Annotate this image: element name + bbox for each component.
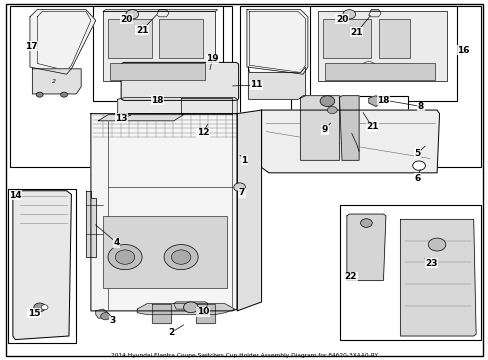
Polygon shape [237, 110, 261, 311]
Text: 6: 6 [414, 174, 420, 183]
Polygon shape [91, 114, 237, 311]
Polygon shape [96, 309, 108, 318]
Circle shape [41, 305, 48, 310]
Text: 12: 12 [196, 128, 209, 137]
Circle shape [126, 10, 139, 19]
Text: 21: 21 [350, 28, 362, 37]
Text: 8: 8 [417, 102, 423, 111]
Text: 22: 22 [344, 272, 356, 281]
Polygon shape [152, 304, 171, 323]
Polygon shape [32, 69, 81, 94]
Text: 2: 2 [168, 328, 174, 337]
Text: 1: 1 [241, 156, 247, 165]
Text: 11: 11 [250, 81, 263, 90]
Text: 2014 Hyundai Elantra Coupe Switches Cup Holder Assembly Diagram for 84620-3XAA0-: 2014 Hyundai Elantra Coupe Switches Cup … [111, 352, 377, 357]
Text: 9: 9 [321, 125, 327, 134]
Polygon shape [118, 98, 237, 114]
Polygon shape [86, 191, 96, 257]
Text: 19: 19 [205, 54, 218, 63]
Polygon shape [261, 110, 439, 173]
Polygon shape [137, 304, 234, 315]
Bar [159, 19, 203, 58]
Bar [110, 63, 205, 80]
Circle shape [115, 250, 135, 264]
Text: 18: 18 [151, 96, 163, 105]
Polygon shape [368, 96, 380, 107]
Circle shape [342, 10, 355, 19]
Circle shape [36, 92, 43, 97]
Text: 10: 10 [197, 307, 209, 316]
Text: 20: 20 [120, 15, 132, 24]
FancyBboxPatch shape [121, 62, 238, 100]
Text: 5: 5 [414, 149, 420, 158]
Polygon shape [157, 10, 168, 17]
Polygon shape [248, 67, 305, 99]
Text: 21: 21 [365, 122, 378, 131]
Circle shape [412, 161, 425, 170]
Polygon shape [195, 304, 215, 323]
Text: 7: 7 [238, 188, 245, 197]
Text: 23: 23 [424, 259, 437, 268]
Bar [239, 6, 480, 167]
Bar [339, 205, 480, 339]
Text: 18: 18 [376, 96, 389, 105]
Bar [325, 63, 434, 80]
Bar [317, 12, 446, 81]
Polygon shape [400, 220, 475, 336]
Polygon shape [368, 10, 380, 17]
Bar [322, 19, 370, 58]
Polygon shape [246, 10, 307, 74]
Text: 21: 21 [136, 26, 148, 35]
Circle shape [233, 183, 245, 192]
Polygon shape [98, 115, 183, 121]
Circle shape [183, 302, 198, 313]
Circle shape [203, 72, 212, 80]
Bar [103, 216, 227, 288]
Text: 17: 17 [24, 42, 37, 51]
Polygon shape [181, 98, 232, 114]
Text: 13: 13 [115, 114, 127, 123]
Bar [10, 6, 232, 167]
Bar [310, 6, 456, 101]
Circle shape [427, 238, 445, 251]
Polygon shape [346, 214, 385, 280]
Bar [290, 96, 407, 166]
Circle shape [34, 303, 45, 312]
Bar [8, 189, 76, 343]
Bar [93, 6, 222, 101]
Polygon shape [173, 302, 207, 309]
Circle shape [101, 313, 110, 320]
Text: 15: 15 [27, 309, 40, 318]
Circle shape [171, 250, 190, 264]
Circle shape [360, 219, 371, 227]
Text: 20: 20 [335, 15, 347, 24]
Ellipse shape [163, 244, 198, 270]
Polygon shape [30, 10, 96, 74]
Circle shape [61, 92, 67, 97]
Text: 4: 4 [113, 238, 120, 247]
Text: 2: 2 [52, 79, 56, 84]
Circle shape [327, 107, 336, 114]
Bar [103, 12, 215, 81]
Polygon shape [13, 191, 71, 339]
Circle shape [361, 62, 375, 72]
Polygon shape [339, 96, 358, 160]
Ellipse shape [108, 244, 142, 270]
Polygon shape [103, 10, 217, 12]
Circle shape [320, 96, 334, 107]
Bar [108, 19, 152, 58]
Text: 3: 3 [109, 316, 116, 325]
Bar [378, 19, 409, 58]
Text: 14: 14 [9, 190, 21, 199]
Text: 16: 16 [456, 46, 468, 55]
Polygon shape [300, 96, 339, 160]
